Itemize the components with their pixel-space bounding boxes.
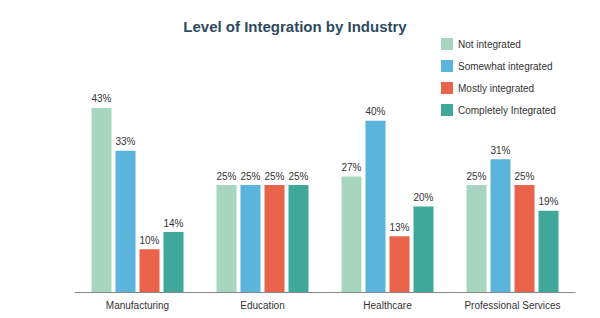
svg-text:Professional Services: Professional Services [464, 300, 560, 311]
svg-text:25%: 25% [514, 171, 534, 182]
svg-text:19%: 19% [538, 196, 558, 207]
svg-text:43%: 43% [91, 93, 111, 104]
svg-text:40%: 40% [365, 106, 385, 117]
svg-text:13%: 13% [389, 222, 409, 233]
svg-text:25%: 25% [264, 171, 284, 182]
svg-text:25%: 25% [240, 171, 260, 182]
svg-text:33%: 33% [115, 136, 135, 147]
svg-text:10%: 10% [139, 235, 159, 246]
svg-text:Healthcare: Healthcare [363, 300, 412, 311]
svg-text:Somewhat integrated: Somewhat integrated [458, 61, 553, 72]
svg-text:Education: Education [240, 300, 284, 311]
svg-text:20%: 20% [413, 192, 433, 203]
svg-text:Manufacturing: Manufacturing [106, 300, 169, 311]
svg-text:25%: 25% [288, 171, 308, 182]
svg-text:27%: 27% [341, 162, 361, 173]
svg-text:25%: 25% [216, 171, 236, 182]
svg-text:Level of Integration by Indust: Level of Integration by Industry [183, 18, 407, 35]
svg-text:Mostly integrated: Mostly integrated [458, 83, 534, 94]
svg-text:Completely Integrated: Completely Integrated [458, 105, 556, 116]
svg-text:25%: 25% [466, 171, 486, 182]
svg-text:31%: 31% [490, 145, 510, 156]
svg-text:Not integrated: Not integrated [458, 39, 521, 50]
svg-text:14%: 14% [163, 218, 183, 229]
